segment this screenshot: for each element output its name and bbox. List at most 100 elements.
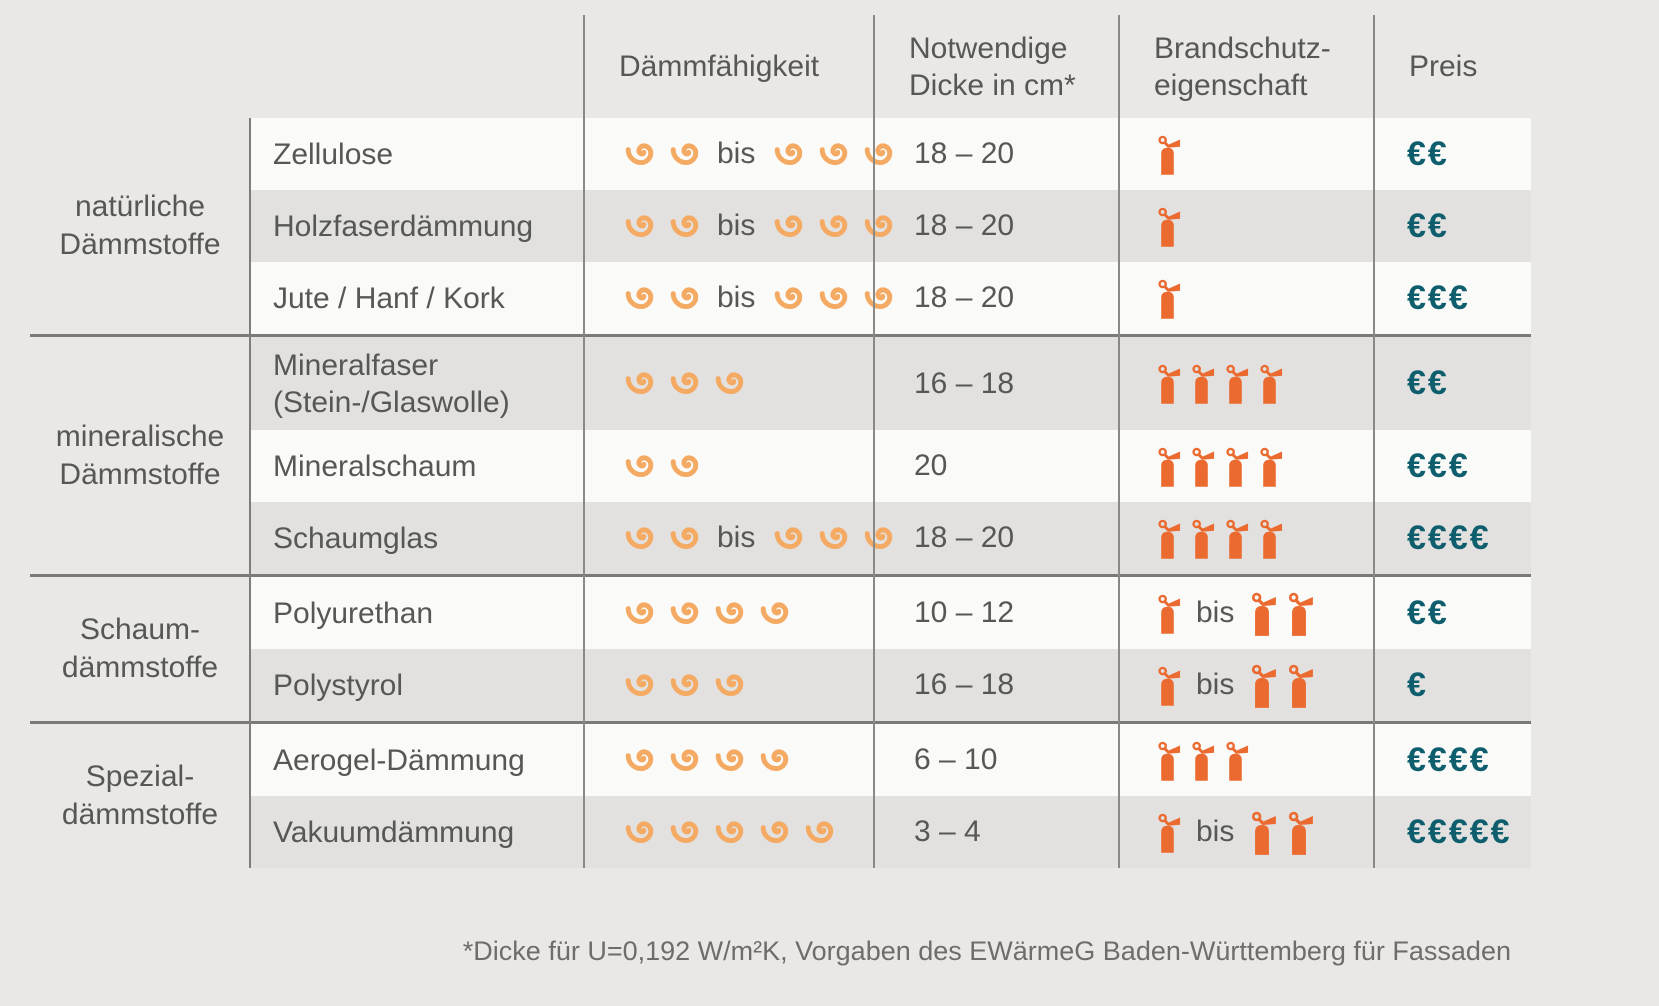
thickness-value: 16 – 18 [914,366,1015,400]
insulation-rating-cell: bis [585,502,893,574]
column-divider [873,15,875,868]
spiral-icon-group [618,133,708,176]
fire-extinguisher-icon-group [1246,662,1320,709]
table-row: Mineralschaum 20 € [250,430,1531,502]
price-value: €€ [1407,593,1449,632]
material-name: Mineralschaum [273,449,477,483]
thickness-value: 18 – 20 [914,281,1015,314]
price-value: €€ [1407,134,1449,173]
price-value: €€€ [1407,446,1470,485]
price-value: €€€€€ [1407,812,1512,851]
price-value: €€ [1407,364,1449,402]
header-spacer [30,15,585,118]
fire-protection-cell [1120,430,1375,502]
fire-protection-cell [1120,190,1375,262]
fire-protection-cell [1120,724,1375,796]
table-row: Polystyrol 16 – 18 bis [250,649,1531,721]
price-value: €€ [1407,206,1449,245]
bis-label: bis [717,137,756,170]
group-label: mineralische Dämmstoffe [55,419,225,491]
fire-protection-cell [1120,502,1375,574]
spiral-icon-group [618,739,798,782]
spiral-icon-group [618,517,708,560]
spiral-icon-group [618,205,708,248]
group-label: natürliche Dämmstoffe [59,190,221,261]
insulation-comparison-table: Dämmfähigkeit Notwendige Dicke in cm* Br… [30,15,1531,868]
price-value: €€€€ [1407,518,1491,557]
material-name: Polyurethan [273,596,434,630]
thickness-value: 20 [914,449,948,482]
thickness-value: 3 – 4 [914,815,981,848]
insulation-rating-cell [585,649,875,721]
table-row: Zellulose bis 18 – 20 €€ [250,118,1531,190]
spiral-icon-group [618,811,843,854]
bis-label: bis [717,521,756,554]
fire-extinguisher-icon-group [1153,811,1187,854]
table-header: Dämmfähigkeit Notwendige Dicke in cm* Br… [30,15,1531,118]
insulation-rating-cell [585,796,875,868]
fire-extinguisher-icon-group [1246,590,1320,637]
fire-protection-cell [1120,262,1375,334]
table-row: Jute / Hanf / Kork bis 18 – 20 €€€ [250,262,1531,334]
material-name: Vakuumdämmung [273,815,515,849]
group-spezial-daemmstoffe: Spezial- dämmstoffe Aerogel-Dämmung 6 – … [30,721,1531,868]
column-divider [1373,15,1375,868]
insulation-rating-cell [585,337,875,430]
spiral-icon-group [618,664,753,707]
fire-protection-cell: bis [1120,577,1375,649]
table-row: Vakuumdämmung 3 – 4 bis [250,796,1531,868]
price-value: € [1407,665,1428,704]
material-name: Jute / Hanf / Kork [273,281,505,315]
footnote: *Dicke für U=0,192 W/m²K, Vorgaben des E… [462,936,1511,966]
fire-extinguisher-icon-group [1246,809,1320,856]
spiral-icon-group [767,517,902,560]
spiral-icon-group [767,205,902,248]
group-natuerliche-daemmstoffe: natürliche Dämmstoffe Zellulose bis 18 –… [30,118,1531,334]
fire-extinguisher-icon-group [1153,592,1187,635]
spiral-icon-group [767,133,902,176]
bis-label: bis [1196,815,1235,848]
spiral-icon-group [618,445,708,488]
table-row: Mineralfaser (Stein-/Glaswolle) 16 – 18 [250,337,1531,430]
header-dicke: Notwendige Dicke in cm* [909,31,1076,102]
insulation-rating-cell [585,430,875,502]
bis-label: bis [1196,668,1235,701]
column-divider [1118,15,1120,868]
group-label: Schaum- dämmstoffe [61,613,219,684]
fire-protection-cell: bis [1120,649,1375,721]
insulation-rating-cell: bis [585,262,893,334]
fire-protection-cell [1120,337,1375,430]
fire-extinguisher-icon-group [1153,517,1289,560]
header-daemmfaehigkeit: Dämmfähigkeit [619,50,820,83]
insulation-rating-cell: bis [585,190,893,262]
spiral-icon-group [618,592,798,635]
spiral-icon-group [618,362,753,405]
column-divider [583,15,585,868]
fire-extinguisher-icon-group [1153,133,1187,176]
insulation-rating-cell: bis [585,118,893,190]
group-schaum-daemmstoffe: Schaum- dämmstoffe Polyurethan 10 – 12 b… [30,574,1531,721]
fire-protection-cell: bis [1120,796,1375,868]
group-column-divider [249,118,251,868]
thickness-value: 18 – 20 [914,137,1015,170]
thickness-value: 18 – 20 [914,521,1015,554]
group-mineralische-daemmstoffe: mineralische Dämmstoffe Mineralfaser (St… [30,334,1531,574]
material-name: Zellulose [273,137,394,171]
bis-label: bis [717,281,756,314]
spiral-icon-group [618,277,708,320]
header-preis: Preis [1409,50,1478,83]
price-value: €€€€ [1407,740,1491,779]
table-row: Aerogel-Dämmung 6 – 10 €€ [250,724,1531,796]
spiral-icon-group [767,277,902,320]
bis-label: bis [1196,596,1235,629]
group-label: Spezial- dämmstoffe [61,760,219,831]
fire-extinguisher-icon-group [1153,664,1187,707]
insulation-rating-cell [585,577,875,649]
insulation-rating-cell [585,724,875,796]
fire-extinguisher-icon-group [1153,277,1187,320]
price-value: €€€ [1407,278,1470,317]
fire-protection-cell [1120,118,1375,190]
thickness-value: 16 – 18 [914,668,1015,701]
table-row: Holzfaserdämmung bis 18 – 20 €€ [250,190,1531,262]
material-name: Mineralfaser (Stein-/Glaswolle) [273,348,510,419]
